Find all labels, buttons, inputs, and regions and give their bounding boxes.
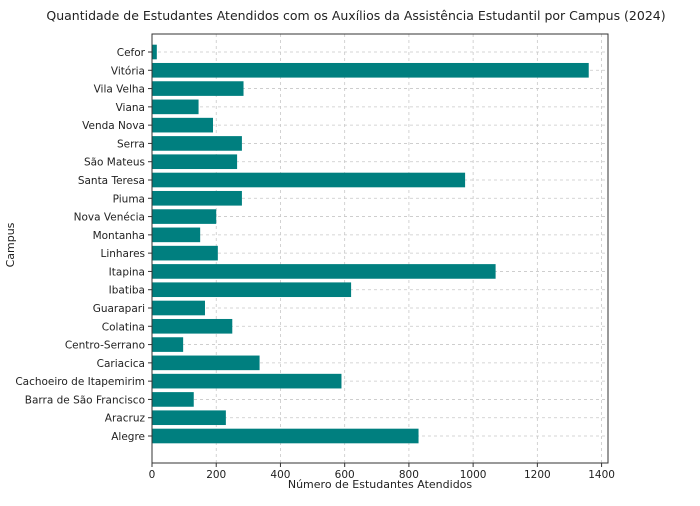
bar bbox=[152, 300, 205, 316]
y-tick-label: Ibatiba bbox=[109, 285, 145, 297]
y-tick-label: Cariacica bbox=[97, 358, 145, 370]
bar bbox=[152, 428, 419, 444]
plot-frame bbox=[151, 33, 609, 464]
bar bbox=[152, 245, 218, 261]
bar bbox=[152, 117, 214, 133]
bar bbox=[152, 373, 342, 389]
grid-layer bbox=[151, 34, 608, 463]
bar bbox=[152, 227, 201, 243]
bar bbox=[152, 264, 496, 279]
y-tick-label: Cefor bbox=[117, 47, 146, 59]
y-tick-label: Centro-Serrano bbox=[65, 340, 145, 352]
y-tick-label: Serra bbox=[117, 138, 145, 150]
y-tick-label: Aracruz bbox=[105, 413, 146, 425]
y-tick-label: Cachoeiro de Itapemirim bbox=[15, 376, 145, 388]
y-tick-label: Vila Velha bbox=[94, 84, 145, 96]
y-tick-label: Barra de São Francisco bbox=[25, 394, 145, 406]
axis-layer: 0 200 400 600 800 1000 1200 1400 Cefor Vitória Vil… bbox=[15, 33, 615, 481]
y-tick-label: Alegre bbox=[111, 431, 145, 443]
bar bbox=[152, 172, 466, 188]
y-tick-label: Nova Venécia bbox=[74, 212, 145, 224]
bar bbox=[152, 318, 233, 334]
bar bbox=[152, 282, 352, 298]
bar bbox=[152, 355, 260, 371]
y-tick-label: Guarapari bbox=[93, 303, 145, 315]
y-axis-label: Campus bbox=[4, 222, 17, 267]
y-tick-label: Viana bbox=[116, 102, 145, 114]
x-tick-label: 0 bbox=[149, 469, 156, 481]
bar bbox=[152, 62, 589, 78]
bar bbox=[152, 81, 244, 96]
y-tick-label: Itapina bbox=[109, 266, 145, 278]
x-axis-label: Número de Estudantes Atendidos bbox=[288, 478, 473, 491]
x-tick-label: 600 bbox=[335, 469, 355, 481]
x-tick-label: 1400 bbox=[588, 469, 615, 481]
bar bbox=[152, 410, 226, 426]
y-tick-label: Vitória bbox=[111, 65, 145, 77]
bar bbox=[152, 209, 217, 224]
y-tick-label: Linhares bbox=[100, 248, 145, 260]
y-tick-label: Piuma bbox=[113, 193, 145, 205]
bar bbox=[152, 154, 238, 170]
x-tick-label: 800 bbox=[399, 469, 419, 481]
x-tick-label: 400 bbox=[270, 469, 290, 481]
bar bbox=[152, 190, 242, 206]
chart-title: Quantidade de Estudantes Atendidos com o… bbox=[46, 8, 665, 23]
y-tick-label: Colatina bbox=[102, 321, 145, 333]
bar-layer bbox=[152, 44, 589, 444]
y-tick-label: Santa Teresa bbox=[78, 175, 145, 187]
y-tick-label: Venda Nova bbox=[82, 120, 145, 132]
bar bbox=[152, 392, 194, 407]
x-tick-label: 1000 bbox=[460, 469, 487, 481]
bar bbox=[152, 44, 157, 60]
x-tick-label: 200 bbox=[206, 469, 226, 481]
y-tick-label: São Mateus bbox=[84, 157, 145, 169]
bar bbox=[152, 337, 184, 352]
bar bbox=[152, 99, 199, 115]
y-tick-label: Montanha bbox=[93, 230, 145, 242]
x-tick-label: 1200 bbox=[524, 469, 551, 481]
bar bbox=[152, 136, 242, 151]
